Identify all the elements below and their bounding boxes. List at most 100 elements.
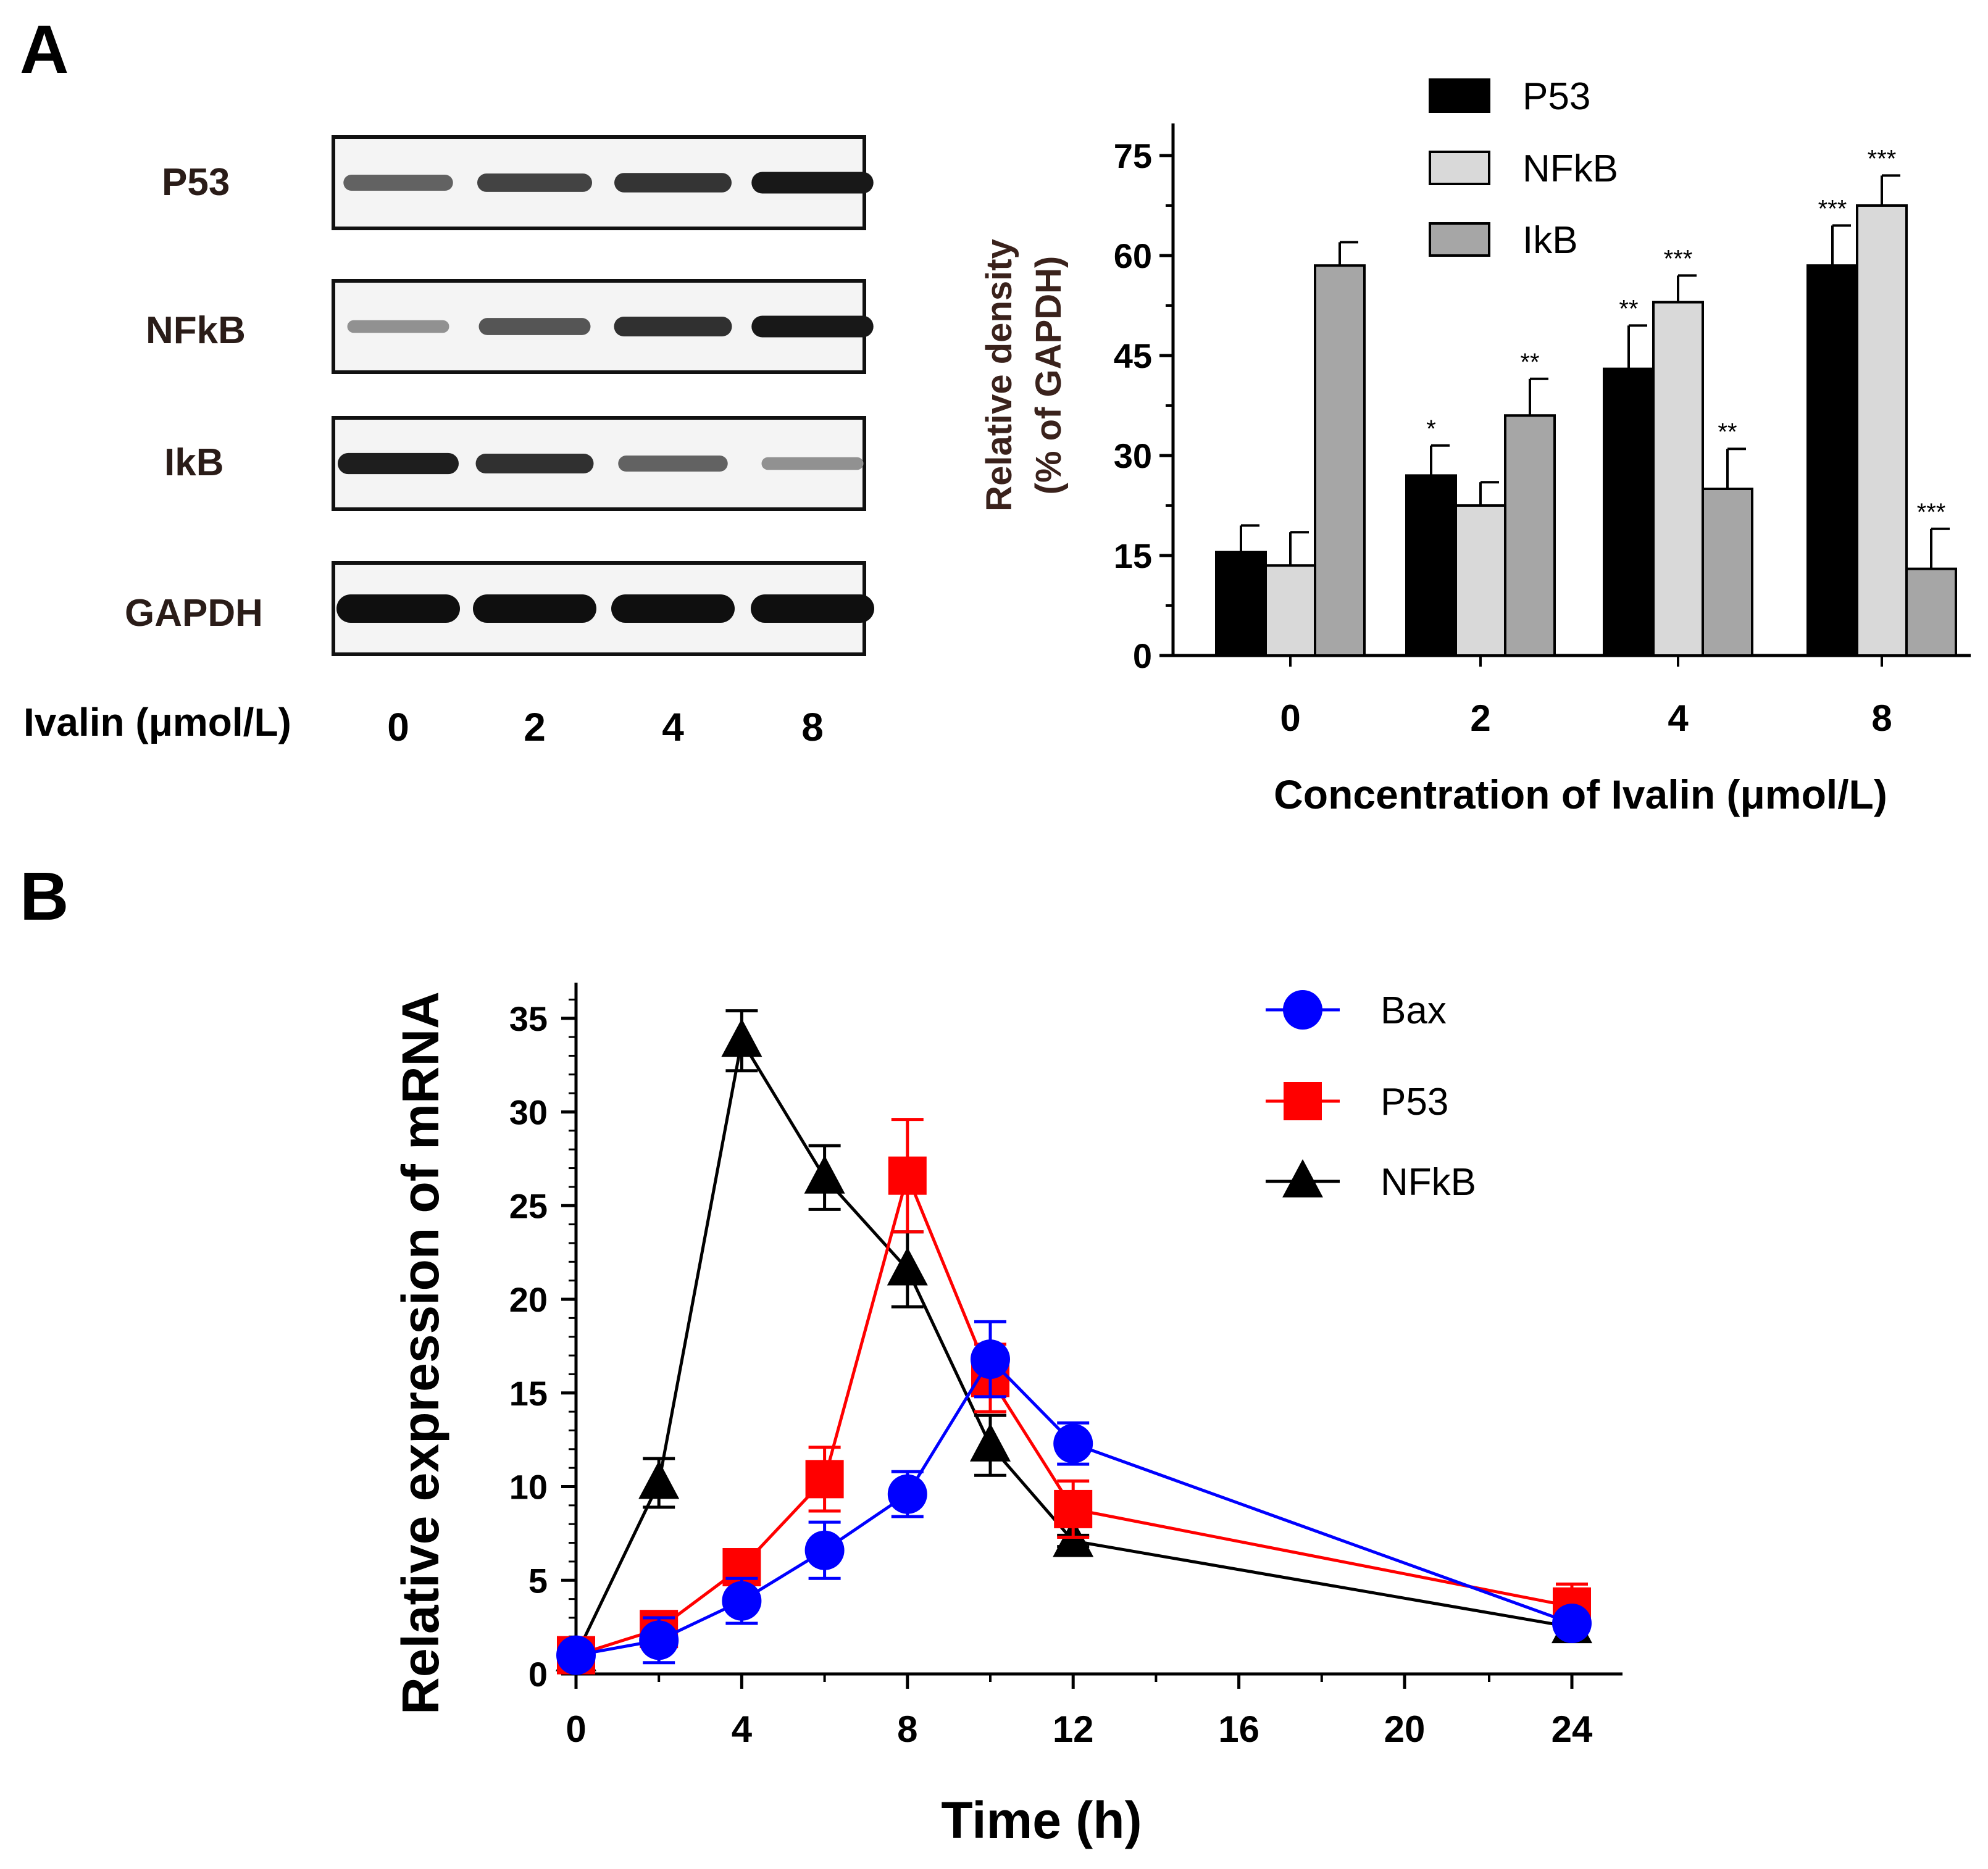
blot-band-gapdh-lane-0 [336,594,460,623]
blot-lane-label-0: 0 [387,705,409,749]
legend-label-nfkb: NFkB [1522,148,1618,190]
bar-chart-xtick-label-8: 8 [1871,697,1892,739]
point-bax-t4 [722,1581,762,1621]
bar-chart-ylabel: Relative density [979,239,1019,512]
blot-band-nfkb-lane-2 [478,318,591,335]
bar-chart-ytick-label-0: 0 [1133,636,1152,675]
point-bax-t2 [639,1620,679,1660]
blot-band-ikb-lane-2 [475,453,594,474]
line-chart-xlabel: Time (h) [941,1791,1142,1849]
point-p53-t6 [805,1460,844,1499]
legend-marker-bax [1283,990,1322,1030]
blot-lane-label-4: 4 [662,705,684,749]
line-chart-ytick-label-35: 35 [509,999,548,1038]
blot-lane-label-2: 2 [524,705,546,749]
bar-nfkb-2 [1455,504,1506,657]
bar-chart-xlabel: Concentration of Ivalin (μmol/L) [1274,772,1887,817]
blot-band-ikb-lane-4 [618,455,728,472]
blot-band-nfkb-lane-8 [751,315,874,338]
blot-row-label-gapdh: GAPDH [125,592,263,635]
point-bax-t8 [887,1474,927,1514]
blot-band-p53-lane-2 [477,173,592,192]
line-chart-ytick-label-10: 10 [509,1468,548,1507]
blot-band-ikb-lane-0 [338,452,459,475]
bar-p53-4 [1603,367,1655,657]
bar-ikb-8 [1905,567,1957,657]
line-chart-xtick-label-16: 16 [1218,1709,1259,1750]
significance-p53-4: ** [1619,295,1638,322]
line-chart-ytick-label-15: 15 [509,1374,548,1413]
line-chart-ytick-label-25: 25 [509,1186,548,1225]
significance-ikb-4: ** [1718,418,1737,446]
legend-label-bax: Bax [1380,989,1447,1032]
legend-label-p53: P53 [1522,75,1590,118]
bar-ikb-4 [1702,488,1753,657]
blot-band-p53-lane-0 [343,174,453,191]
blot-row-label-ikb: IkB [164,441,223,484]
line-chart-xtick-label-4: 4 [732,1709,753,1750]
point-nfkb-t8 [887,1247,928,1286]
bar-nfkb-4 [1652,301,1704,657]
series-bax [556,1320,1592,1675]
point-p53-t8 [888,1156,927,1195]
bar-nfkb-8 [1856,204,1908,657]
significance-p53-8: *** [1818,195,1847,222]
blot-row-label-nfkb: NFkB [146,309,246,352]
significance-ikb-8: *** [1917,499,1946,526]
blot-band-gapdh-lane-4 [611,594,735,623]
point-bax-t6 [804,1530,845,1570]
line-chart-xtick-label-0: 0 [566,1709,586,1750]
blot-band-nfkb-lane-4 [614,316,732,337]
bar-chart-ytick-label-60: 60 [1114,236,1152,275]
line-chart-xtick-label-8: 8 [897,1709,917,1750]
bar-chart-xtick-label-0: 0 [1280,697,1300,739]
significance-nfkb-8: *** [1868,145,1897,172]
legend-swatch-nfkb [1429,151,1490,185]
legend-label-p53: P53 [1380,1081,1448,1123]
line-chart-ytick-label-20: 20 [509,1280,548,1319]
blot-band-gapdh-lane-2 [473,594,596,623]
blot-band-p53-lane-8 [751,172,874,194]
legend-marker-nfkb [1282,1159,1323,1197]
bar-ikb-2 [1504,414,1556,657]
panel-a-letter: A [20,12,69,88]
line-chart-legend: Bax P53 NFkB [1266,989,1476,1204]
bar-p53-2 [1405,474,1457,657]
bar-chart-ytick-label-75: 75 [1114,136,1152,175]
blot-row-label-p53: P53 [162,161,230,204]
bar-chart-ytick-label-45: 45 [1114,336,1152,375]
point-bax-t24 [1552,1604,1592,1644]
point-bax-t12 [1053,1423,1093,1463]
blot-lane-label-8: 8 [801,705,824,749]
legend-label-ikb: IkB [1522,219,1578,262]
bar-nfkb-0 [1264,564,1316,657]
point-bax-t0 [556,1635,596,1675]
point-nfkb-t4 [721,1018,762,1057]
bar-chart-xtick-label-4: 4 [1668,697,1689,739]
panel-b-letter: B [20,859,69,934]
line-chart: 0 5 10 15 20 25 30 35 0 4 8 12 16 20 24 Bax P53 NFkB Rel… [391,983,1623,1849]
blot-band-gapdh-lane-8 [751,594,874,623]
line-chart-xtick-label-12: 12 [1053,1709,1094,1750]
blot-band-ikb-lane-8 [761,457,864,470]
western-blot: P53 NFkB IkB GAPDH Ivalin (μmol/L) 0 2 4… [23,135,874,749]
bar-chart-ytick-label-30: 30 [1114,436,1152,475]
blot-lane-header: Ivalin (μmol/L) [23,700,291,744]
line-chart-ytick-label-30: 30 [509,1093,548,1132]
bar-chart-xtick-label-2: 2 [1470,697,1490,739]
line-chart-xtick-label-20: 20 [1384,1709,1426,1750]
bar-chart-ytick-label-15: 15 [1114,536,1152,575]
significance-p53-2: * [1426,415,1436,443]
line-chart-xtick-label-24: 24 [1552,1709,1593,1750]
bar-p53-0 [1215,551,1267,657]
blot-band-p53-lane-4 [614,173,732,193]
bar-ikb-0 [1314,264,1366,657]
legend-marker-p53 [1284,1082,1322,1120]
blot-band-nfkb-lane-0 [347,320,449,333]
point-nfkb-t10 [970,1423,1011,1462]
legend-swatch-ikb [1429,222,1490,257]
bar-chart-legend: P53 NFkB IkB [1429,75,1618,262]
point-nfkb-t2 [638,1460,680,1499]
